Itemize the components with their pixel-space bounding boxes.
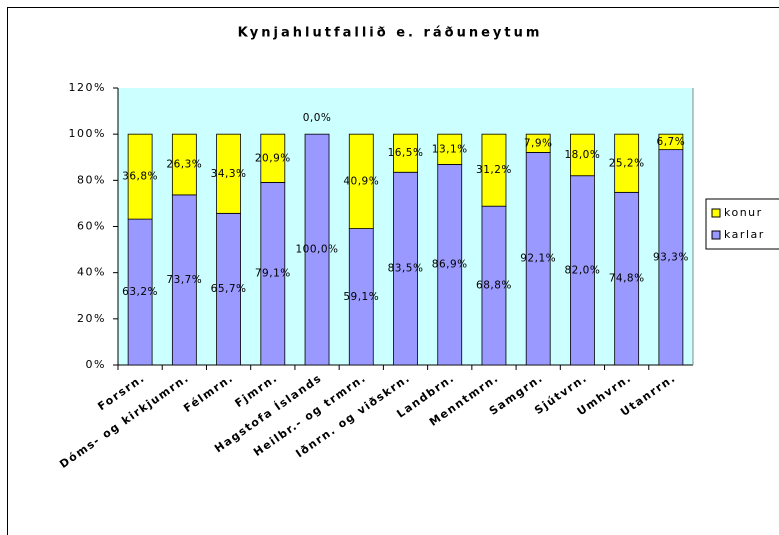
bar-segment xyxy=(348,133,374,229)
legend-label: karlar xyxy=(724,228,765,241)
legend-box xyxy=(705,198,779,250)
value-label: 63,2% xyxy=(122,286,158,298)
y-tick-label: 40% xyxy=(77,266,106,279)
legend-swatch xyxy=(711,208,721,218)
bar-segment xyxy=(171,133,197,196)
value-label: 31,2% xyxy=(476,164,512,176)
value-label: 79,1% xyxy=(255,268,291,280)
bar-segment xyxy=(260,133,286,183)
value-label: 26,3% xyxy=(166,159,202,171)
bar-segment xyxy=(525,152,551,366)
value-label: 0,0% xyxy=(303,112,332,124)
value-label: 93,3% xyxy=(653,251,689,263)
value-label: 7,9% xyxy=(524,137,553,149)
bar-segment xyxy=(216,212,241,366)
bar-segment xyxy=(171,194,197,366)
bar-segment xyxy=(304,133,330,366)
bar-segment xyxy=(393,171,418,366)
value-label: 25,2% xyxy=(609,157,645,169)
y-tick-label: 60% xyxy=(77,220,106,233)
bar-segment xyxy=(348,228,374,366)
bar-segment xyxy=(658,133,684,151)
legend-swatch xyxy=(711,230,721,240)
value-label: 68,8% xyxy=(476,280,512,292)
bar-segment xyxy=(437,164,463,366)
bar-segment xyxy=(481,133,507,207)
value-label: 18,0% xyxy=(564,149,600,161)
bar-segment xyxy=(127,133,153,220)
value-label: 65,7% xyxy=(211,283,247,295)
bar-segment xyxy=(260,182,286,366)
y-tick-label: 0% xyxy=(86,358,106,371)
value-label: 92,1% xyxy=(520,253,556,265)
bar-segment xyxy=(658,149,684,366)
value-label: 100,0% xyxy=(296,244,339,256)
legend-label: konur xyxy=(724,206,763,219)
value-label: 34,3% xyxy=(211,168,247,180)
value-label: 59,1% xyxy=(343,291,379,303)
value-label: 82,0% xyxy=(564,264,600,276)
bar-segment xyxy=(481,205,507,366)
bar-segment xyxy=(127,218,153,366)
value-label: 40,9% xyxy=(343,175,379,187)
bar-segment xyxy=(216,133,241,214)
y-tick-label: 80% xyxy=(77,173,106,186)
y-tick-label: 20% xyxy=(77,312,106,325)
value-label: 16,5% xyxy=(388,147,424,159)
y-tick-label: 100% xyxy=(69,127,106,140)
value-label: 13,1% xyxy=(432,143,468,155)
bar-segment xyxy=(614,133,640,193)
bar-segment xyxy=(614,191,640,366)
value-label: 36,8% xyxy=(122,171,158,183)
bar-segment xyxy=(437,133,463,165)
bar-segment xyxy=(570,133,595,177)
value-label: 74,8% xyxy=(609,273,645,285)
value-label: 6,7% xyxy=(657,136,686,148)
bar-segment xyxy=(525,133,551,153)
value-label: 83,5% xyxy=(388,263,424,275)
bar-segment xyxy=(393,133,418,173)
value-label: 20,9% xyxy=(255,152,291,164)
chart-title: Kynjahlutfallið e. ráðuneytum xyxy=(238,26,543,41)
value-label: 86,9% xyxy=(432,259,468,271)
value-label: 73,7% xyxy=(166,274,202,286)
bar-segment xyxy=(570,175,595,366)
y-tick-label: 120% xyxy=(69,81,106,94)
